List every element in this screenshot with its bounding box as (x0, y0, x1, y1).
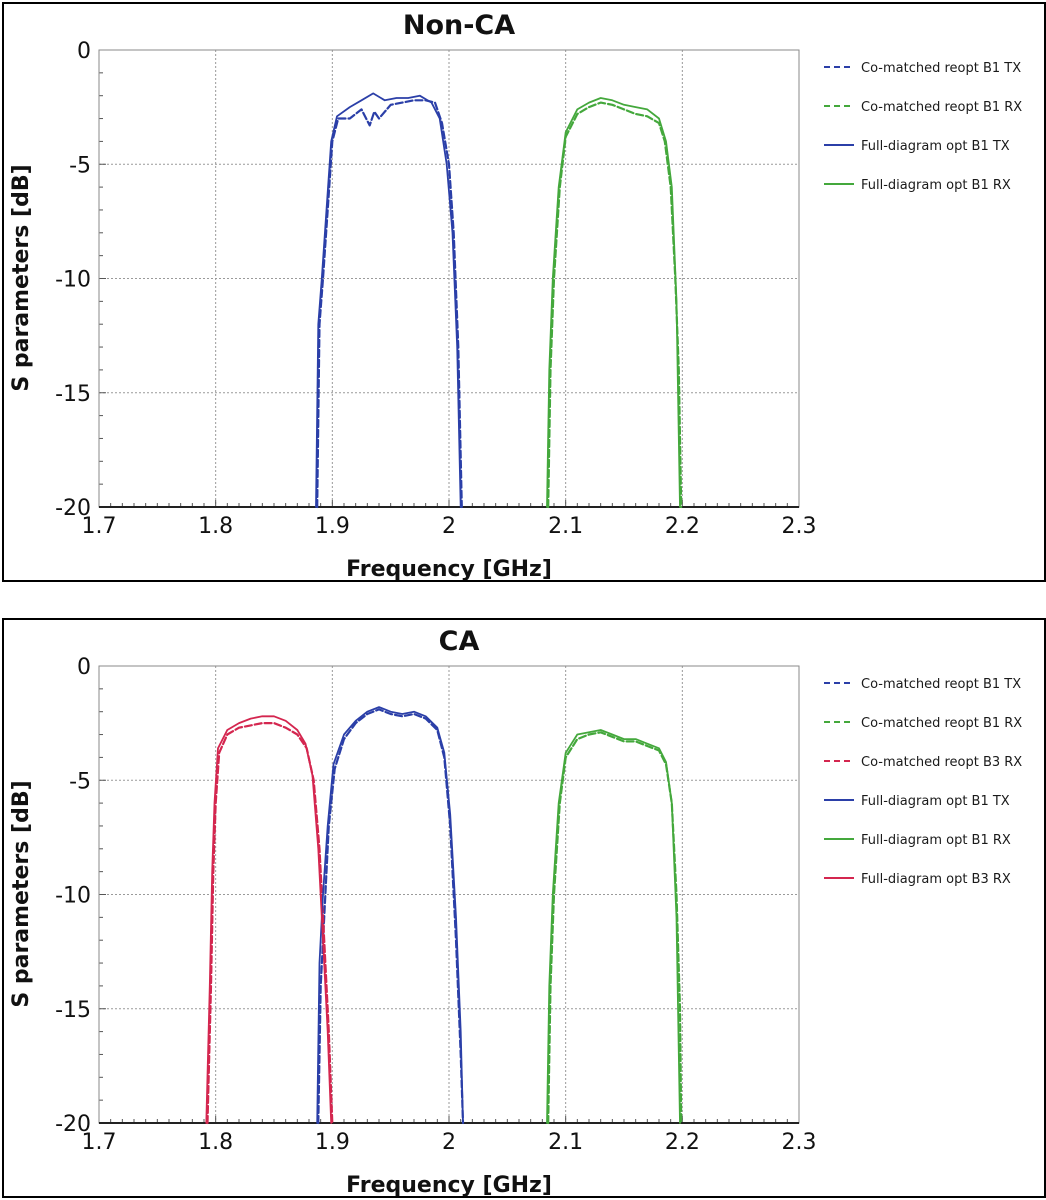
legend-label: Full-diagram opt B3 RX (861, 872, 1011, 887)
legend-label: Full-diagram opt B1 TX (861, 794, 1010, 809)
x-axis-title: Frequency [GHz] (346, 557, 552, 580)
y-tick-label: 0 (77, 655, 91, 680)
legend-label: Co-matched reopt B1 TX (861, 61, 1021, 76)
x-tick-label: 2.3 (782, 514, 817, 539)
y-tick-label: -20 (55, 1112, 91, 1137)
legend-label: Full-diagram opt B1 TX (861, 139, 1010, 154)
x-tick-label: 1.7 (82, 1130, 117, 1155)
legend-label: Full-diagram opt B1 RX (861, 833, 1011, 848)
series-line-co-matched-reopt-b1-tx (316, 99, 463, 509)
legend-label: Co-matched reopt B1 RX (861, 716, 1022, 731)
y-axis-title: S parameters [dB] (9, 780, 34, 1007)
series-line-co-matched-reopt-b1-rx (547, 731, 683, 1125)
y-axis-title: S parameters [dB] (9, 164, 34, 391)
series-line-co-matched-reopt-b1-rx (547, 101, 683, 509)
x-tick-label: 2.1 (548, 514, 583, 539)
x-tick-label: 1.8 (198, 514, 233, 539)
x-tick-label: 2.1 (548, 1130, 583, 1155)
y-tick-label: -5 (69, 769, 91, 794)
y-tick-label: -15 (55, 382, 91, 407)
y-tick-label: -15 (55, 998, 91, 1023)
x-tick-label: 2.3 (782, 1130, 817, 1155)
x-tick-label: 2.2 (665, 514, 700, 539)
chart-panel-non-ca: Non-CA Frequency [GHz] S parameters [dB]… (2, 2, 1046, 582)
y-tick-label: -5 (69, 153, 91, 178)
y-tick-label: -10 (55, 268, 91, 293)
series-line-full-diagram-opt-b1-tx (316, 706, 464, 1124)
x-tick-label: 1.9 (315, 514, 350, 539)
x-tick-label: 2 (442, 514, 456, 539)
series-line-co-matched-reopt-b1-tx (317, 708, 465, 1125)
series-line-full-diagram-opt-b1-rx (546, 97, 681, 508)
series-line-co-matched-reopt-b3-rx (206, 721, 334, 1125)
chart-title: CA (439, 626, 480, 657)
series-line-full-diagram-opt-b3-rx (205, 715, 333, 1124)
legend-label: Full-diagram opt B1 RX (861, 178, 1011, 193)
chart-title: Non-CA (403, 10, 515, 41)
series-line-full-diagram-opt-b1-rx (546, 729, 681, 1124)
x-axis-title: Frequency [GHz] (346, 1173, 552, 1196)
x-tick-label: 2 (442, 1130, 456, 1155)
ca-chart: CA Frequency [GHz] S parameters [dB] 1.7… (9, 626, 1022, 1196)
y-tick-label: 0 (77, 39, 91, 64)
chart-panel-ca: CA Frequency [GHz] S parameters [dB] 1.7… (2, 618, 1046, 1198)
x-tick-label: 2.2 (665, 1130, 700, 1155)
x-tick-label: 1.7 (82, 514, 117, 539)
non-ca-chart: Non-CA Frequency [GHz] S parameters [dB]… (9, 10, 1022, 580)
x-tick-label: 1.9 (315, 1130, 350, 1155)
y-tick-label: -20 (55, 496, 91, 521)
x-tick-label: 1.8 (198, 1130, 233, 1155)
series-line-full-diagram-opt-b1-tx (315, 92, 462, 508)
legend-label: Co-matched reopt B1 RX (861, 100, 1022, 115)
y-tick-label: -10 (55, 884, 91, 909)
legend-label: Co-matched reopt B3 RX (861, 755, 1022, 770)
legend-label: Co-matched reopt B1 TX (861, 677, 1021, 692)
